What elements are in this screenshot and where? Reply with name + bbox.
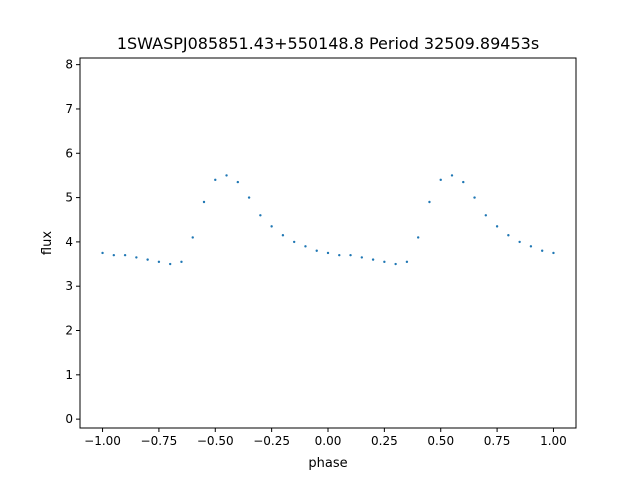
y-tick-label: 0 xyxy=(65,412,73,426)
data-point xyxy=(180,260,183,264)
x-axis-label: phase xyxy=(308,456,347,471)
data-point xyxy=(507,234,510,237)
data-point xyxy=(168,262,172,266)
data-point xyxy=(146,258,149,261)
data-point xyxy=(315,249,318,252)
data-point xyxy=(157,260,161,264)
data-point xyxy=(394,262,397,266)
y-tick-label: 1 xyxy=(65,368,73,382)
data-point xyxy=(484,214,488,217)
data-point xyxy=(518,240,521,244)
data-point xyxy=(405,260,409,264)
x-tick-label: 1.00 xyxy=(540,434,567,448)
y-axis: 0 1 2 3 4 5 6 7 8 xyxy=(65,58,80,426)
data-point xyxy=(349,253,352,257)
data-point xyxy=(123,253,127,257)
x-tick-label: −0.75 xyxy=(141,434,178,448)
data-point xyxy=(191,236,194,239)
data-point xyxy=(552,251,555,255)
data-point xyxy=(371,258,375,261)
data-point xyxy=(270,225,273,228)
data-point xyxy=(338,253,341,257)
y-tick-label: 8 xyxy=(65,58,73,72)
x-tick-label: 0.50 xyxy=(427,434,454,448)
y-tick-label: 3 xyxy=(65,279,73,293)
x-tick-label: 0.75 xyxy=(484,434,511,448)
data-point xyxy=(236,180,240,184)
data-point xyxy=(473,196,476,199)
y-tick-label: 2 xyxy=(65,324,73,338)
data-point xyxy=(439,178,442,182)
data-point xyxy=(112,253,116,257)
y-tick-label: 7 xyxy=(65,102,73,116)
x-tick-label: −0.25 xyxy=(253,434,290,448)
data-point xyxy=(101,251,104,255)
chart-title: 1SWASPJ085851.43+550148.8 Period 32509.8… xyxy=(117,34,539,53)
data-point xyxy=(462,180,465,184)
data-point xyxy=(202,200,206,204)
x-tick-label: 0.25 xyxy=(371,434,398,448)
scatter-points xyxy=(101,174,555,266)
data-point xyxy=(214,178,217,182)
x-tick-label: −1.00 xyxy=(84,434,121,448)
data-point xyxy=(135,256,138,259)
y-tick-label: 5 xyxy=(65,191,73,205)
data-point xyxy=(428,200,431,204)
x-tick-label: −0.50 xyxy=(197,434,234,448)
y-tick-label: 6 xyxy=(65,146,73,160)
data-point xyxy=(495,225,499,228)
data-point xyxy=(540,249,544,252)
data-point xyxy=(416,236,420,239)
data-point xyxy=(281,234,285,237)
data-point xyxy=(383,260,386,264)
data-point xyxy=(326,251,330,255)
x-axis: −1.00 −0.75 −0.50 −0.25 0.00 0.25 0.50 0.75 1.00 xyxy=(84,428,567,448)
data-point xyxy=(247,196,251,199)
y-axis-label: flux xyxy=(40,231,55,255)
data-point xyxy=(292,240,296,244)
data-point xyxy=(304,245,307,248)
y-tick-label: 4 xyxy=(65,235,73,249)
data-point xyxy=(529,245,533,248)
data-point xyxy=(360,256,364,259)
data-point xyxy=(225,174,228,177)
data-point xyxy=(259,214,262,217)
data-point xyxy=(450,174,454,177)
x-tick-label: 0.00 xyxy=(315,434,342,448)
